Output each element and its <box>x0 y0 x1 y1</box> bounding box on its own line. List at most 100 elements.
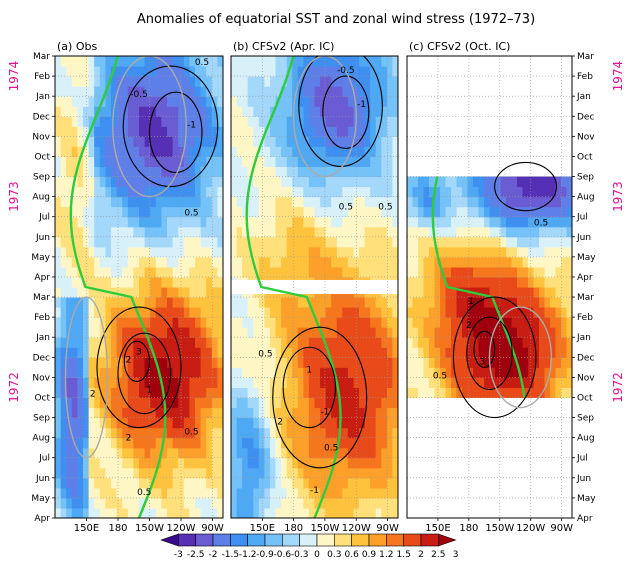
panel-label: (a) Obs <box>57 40 97 53</box>
contour-label: 2 <box>277 418 283 428</box>
month-label: May <box>577 253 596 263</box>
panel-frame <box>230 55 399 519</box>
month-label: Aug <box>577 434 595 444</box>
contour-label: 2 <box>90 389 96 399</box>
contour-label: -0.5 <box>337 66 355 76</box>
panel-frame <box>54 55 224 519</box>
month-label: May <box>577 494 596 504</box>
month-label: Mar <box>33 293 50 303</box>
month-label: Dec <box>33 112 50 122</box>
month-label: May <box>31 253 50 263</box>
x-tick-label: 150W <box>310 523 339 534</box>
month-label: Feb <box>34 72 50 82</box>
contour-label: 2 <box>126 434 132 444</box>
x-tick-label: 150E <box>250 523 275 534</box>
colorbar-tick-label: 2 <box>418 550 424 560</box>
figure-title: Anomalies of equatorial SST and zonal wi… <box>137 12 535 27</box>
colorbar-bin <box>282 533 300 547</box>
month-label: Dec <box>33 353 50 363</box>
contour-label: 3 <box>479 357 485 367</box>
month-label: Nov <box>577 373 595 383</box>
month-label: Sep <box>33 173 50 183</box>
month-label: Jun <box>576 474 591 484</box>
contour-label: -0.5 <box>130 90 148 100</box>
colorbar-tick-label: 1.5 <box>397 550 411 560</box>
colorbar-bin <box>247 533 266 547</box>
x-tick-label: 90W <box>201 523 224 534</box>
wind-stress-contours <box>272 56 383 469</box>
colorbar-tick-label: -2 <box>209 550 218 560</box>
month-label: Aug <box>577 193 595 203</box>
month-label: Jan <box>576 333 591 343</box>
zero-contour <box>431 176 526 398</box>
contour-label: 2 <box>466 321 472 331</box>
contour-label: 0.5 <box>184 428 198 438</box>
colorbar-tick-label: 1.2 <box>379 550 393 560</box>
x-tick-label: 150W <box>485 523 514 534</box>
year-label: 1973 <box>611 181 625 212</box>
year-label: 1972 <box>611 372 625 403</box>
month-label: Aug <box>32 193 50 203</box>
zero-contour <box>245 56 342 518</box>
month-label: Mar <box>577 52 594 62</box>
contour-label: 2 <box>126 355 132 365</box>
colorbar-tick-label: 0.6 <box>345 550 360 560</box>
sst-anomaly-field <box>231 56 398 518</box>
contour-label: 0.5 <box>339 203 353 213</box>
x-tick-label: 120W <box>167 523 196 534</box>
panel-label: (b) CFSv2 (Apr. IC) <box>233 40 334 53</box>
x-tick-label: 180 <box>284 523 303 534</box>
colorbar-bin <box>230 533 248 547</box>
colorbar-tick-label: -0.6 <box>274 550 292 560</box>
month-label: May <box>31 494 50 504</box>
year-label: 1974 <box>7 61 21 92</box>
zero-contour <box>69 56 167 518</box>
colorbar-tick-label: 2.5 <box>431 550 445 560</box>
contour-label: 0.5 <box>137 488 151 498</box>
x-tick-label: 150W <box>135 523 164 534</box>
sst-anomaly-field <box>55 56 223 518</box>
colorbar-bin <box>351 533 370 547</box>
month-label: Jul <box>576 454 588 464</box>
wind-stress-contours <box>452 161 558 419</box>
month-label: Jul <box>576 213 588 223</box>
month-label: Oct <box>34 152 50 162</box>
month-label: Feb <box>577 72 593 82</box>
month-label: Mar <box>33 52 50 62</box>
x-tick-label: 90W <box>376 523 399 534</box>
colorbar-tick-label: -1.2 <box>239 550 257 560</box>
month-label: Jun <box>35 233 50 243</box>
contour-label: 0.5 <box>378 203 392 213</box>
panel-2: (b) CFSv2 (Apr. IC) 150E 180 150W 120W 90W -1 -… <box>230 40 399 534</box>
colorbar: -3 -2.5 -2 -1.5 -1.2 -0.9 -0.6 -0.3 0 0.3 0.6 0.9 1.… <box>160 533 459 560</box>
month-label: Jul <box>38 213 50 223</box>
contour-label: 0.5 <box>433 371 447 381</box>
month-label: Feb <box>34 313 50 323</box>
contour-label: 0.5 <box>534 219 548 229</box>
contour-label: 0.5 <box>324 444 338 454</box>
month-label: Jul <box>38 454 50 464</box>
panel-frame <box>406 55 573 519</box>
month-label: Sep <box>33 414 50 424</box>
month-label: Jan <box>35 333 50 343</box>
colorbar-tick-label: 3 <box>453 550 459 560</box>
x-tick-label: 150E <box>74 523 99 534</box>
colorbar-bin <box>386 533 404 547</box>
x-tick-label: 180 <box>459 523 478 534</box>
x-tick-label: 120W <box>516 523 545 534</box>
colorbar-tick-label: -0.9 <box>256 550 274 560</box>
month-label: Sep <box>577 414 594 424</box>
contour-label: 0.5 <box>184 209 198 219</box>
contour-label: 1 <box>147 385 153 395</box>
month-label: Dec <box>577 112 594 122</box>
month-label: Nov <box>577 132 595 142</box>
x-tick-label: 180 <box>108 523 127 534</box>
month-label: Dec <box>577 353 594 363</box>
colorbar-bin <box>420 533 439 547</box>
month-label: Jun <box>576 233 591 243</box>
y-axis-right: Apr May Jun Jul Aug Sep Oct Nov Dec Jan Feb Mar Apr M… <box>572 52 625 524</box>
month-label: Aug <box>32 434 50 444</box>
contour-label: -1 <box>320 408 329 418</box>
data-gap <box>231 279 398 295</box>
